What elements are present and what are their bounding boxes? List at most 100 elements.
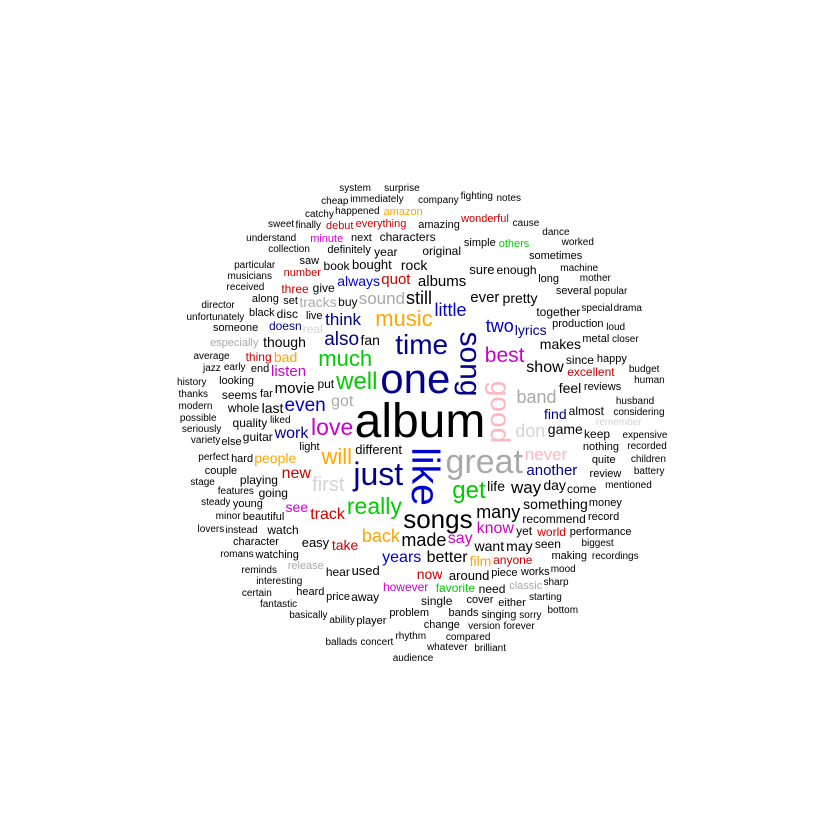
cloud-word: ability <box>329 615 355 627</box>
cloud-word: buy <box>338 295 358 310</box>
cloud-word: world <box>537 524 566 539</box>
cloud-word: couple <box>204 464 238 477</box>
cloud-word: loud <box>606 321 626 333</box>
cloud-word: brilliant <box>474 643 507 654</box>
cloud-word: good <box>485 380 517 443</box>
cloud-word: audience <box>392 652 434 664</box>
cloud-word: drama <box>613 303 642 315</box>
cloud-word: work <box>274 425 309 443</box>
cloud-word: jazz <box>202 362 221 374</box>
cloud-word: everything <box>355 217 407 230</box>
cloud-word: first <box>312 474 345 497</box>
cloud-word: forever <box>503 621 535 633</box>
cloud-word: never <box>524 444 568 464</box>
cloud-word: minute <box>310 232 344 245</box>
cloud-word: someone <box>212 321 259 334</box>
cloud-word: else <box>221 435 242 448</box>
cloud-word: debut <box>325 219 354 232</box>
cloud-word: much <box>318 346 373 372</box>
cloud-word: sweet <box>268 219 295 231</box>
cloud-word: rock <box>400 256 428 273</box>
cloud-word: around <box>448 568 490 584</box>
cloud-word: excellent <box>567 364 615 379</box>
cloud-word: reminds <box>241 565 277 577</box>
cloud-word: mood <box>550 563 576 575</box>
cloud-word: got <box>331 393 354 411</box>
cloud-word: movie <box>274 379 315 397</box>
cloud-word: set <box>283 294 298 307</box>
cloud-word: making <box>551 549 587 562</box>
cloud-word: number <box>283 266 321 279</box>
cloud-word: surprise <box>384 183 420 195</box>
cloud-word: simple <box>463 236 496 249</box>
cloud-word: romans <box>220 549 254 561</box>
cloud-word: steady <box>201 496 231 508</box>
cloud-word: find <box>544 406 567 423</box>
cloud-word: others <box>498 238 530 251</box>
cloud-word: nothing <box>582 440 619 453</box>
cloud-word: life <box>487 478 505 495</box>
cloud-word: finally <box>295 220 322 232</box>
cloud-word: last <box>261 400 284 417</box>
cloud-word: considering <box>613 406 665 418</box>
cloud-word: may <box>506 538 533 555</box>
cloud-word: closer <box>612 333 639 345</box>
cloud-word: makes <box>539 335 582 352</box>
cloud-word: seriously <box>181 424 222 436</box>
cloud-word: sure <box>469 261 495 277</box>
cloud-word: cheap <box>321 196 349 208</box>
cloud-word: fighting <box>460 190 493 202</box>
cloud-word: director <box>201 299 235 311</box>
cloud-word: different <box>355 442 402 458</box>
cloud-word: player <box>356 614 387 627</box>
cloud-word: another <box>526 462 578 480</box>
cloud-word: performance <box>569 526 632 539</box>
cloud-word: watch <box>267 523 299 538</box>
cloud-word: budget <box>628 364 660 376</box>
cloud-word: bought <box>352 256 392 272</box>
cloud-word: sound <box>358 288 406 308</box>
cloud-word: love <box>311 413 354 440</box>
cloud-word: mentioned <box>605 479 652 491</box>
cloud-word: lyrics <box>514 321 547 338</box>
cloud-word: hear <box>325 565 350 580</box>
cloud-word: however <box>382 580 429 595</box>
cloud-word: metal <box>582 333 610 346</box>
cloud-word: human <box>634 375 665 387</box>
cloud-word: year <box>374 244 398 259</box>
cloud-word: stage <box>190 477 215 489</box>
cloud-word: game <box>547 420 583 437</box>
cloud-word: even <box>284 395 326 417</box>
cloud-word: quality <box>232 416 268 431</box>
cloud-word: quite <box>591 454 616 467</box>
cloud-word: modern <box>178 401 213 413</box>
cloud-word: fan <box>360 331 380 348</box>
cloud-word: wonderful <box>461 212 509 225</box>
cloud-word: musicians <box>227 270 272 282</box>
cloud-word: get <box>452 477 486 505</box>
cloud-word: now <box>416 565 443 582</box>
cloud-word: singing <box>481 609 517 622</box>
cloud-word: young <box>232 498 263 511</box>
cloud-word: also <box>324 328 360 350</box>
cloud-word: next <box>350 232 372 245</box>
cloud-word: notes <box>496 193 521 205</box>
cloud-word: watching <box>255 548 299 561</box>
cloud-word: listen <box>271 363 307 381</box>
cloud-word: dance <box>542 227 570 239</box>
cloud-word: classic <box>509 580 543 593</box>
cloud-word: enough <box>496 263 537 278</box>
cloud-word: biggest <box>581 537 614 549</box>
cloud-word: albums <box>417 272 467 290</box>
cloud-word: definitely <box>327 243 371 256</box>
cloud-word: release <box>287 560 324 573</box>
cloud-word: playing <box>239 473 278 488</box>
cloud-word: received <box>226 281 265 293</box>
cloud-word: particular <box>234 260 276 272</box>
cloud-word: fantastic <box>259 599 298 611</box>
cloud-word: need <box>478 582 506 597</box>
cloud-word: songs <box>403 503 473 534</box>
cloud-word: think <box>325 309 362 329</box>
cloud-word: anyone <box>493 553 533 568</box>
